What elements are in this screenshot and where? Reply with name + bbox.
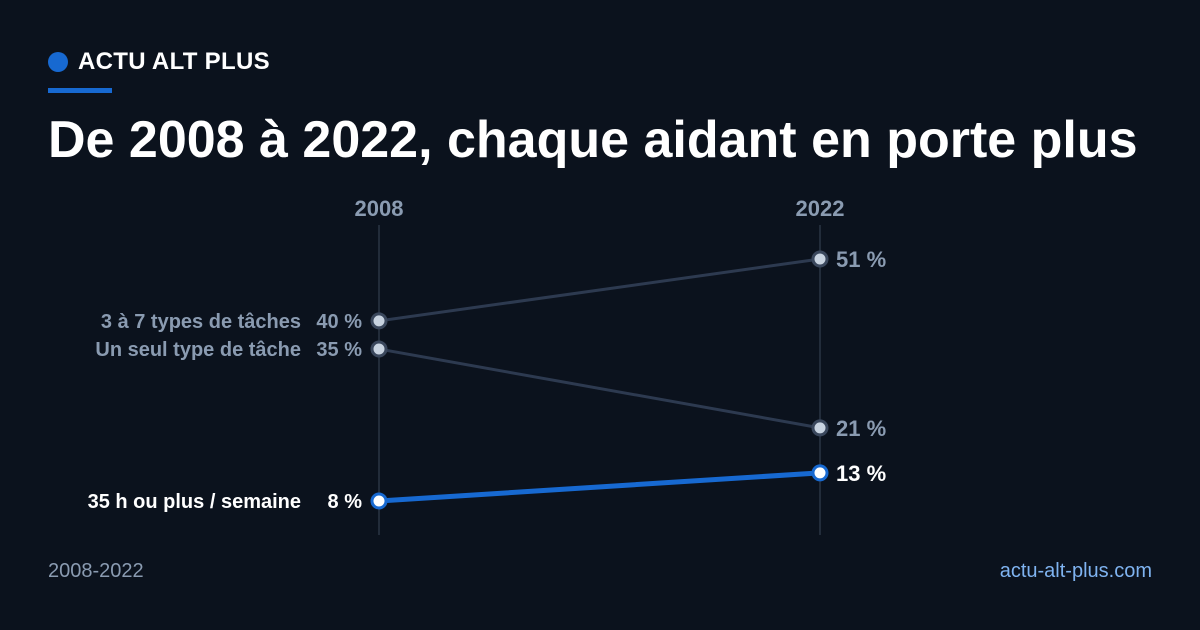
data-point-1-0 — [370, 340, 388, 358]
x-tick-label: 2008 — [355, 196, 404, 221]
series-line-0 — [377, 257, 822, 323]
series-line-2 — [376, 470, 823, 504]
data-label-start: 8 % — [328, 491, 363, 513]
data-label-end: 51 % — [836, 247, 886, 272]
data-point-0-0 — [370, 312, 388, 330]
x-tick-label: 2022 — [796, 196, 845, 221]
headline: De 2008 à 2022, chaque aidant en porte p… — [48, 111, 1138, 169]
series-name-label: Un seul type de tâche — [95, 339, 301, 361]
series-line-1 — [377, 347, 822, 430]
brand: ACTU ALT PLUS — [48, 48, 270, 76]
brand-underline — [48, 88, 112, 93]
data-label-end: 13 % — [836, 461, 886, 486]
data-point-2-0 — [370, 492, 388, 510]
footer-period: 2008-2022 — [48, 560, 144, 582]
data-point-2-1 — [811, 464, 829, 482]
series-name-label: 3 à 7 types de tâches — [101, 311, 301, 333]
data-point-0-1 — [811, 250, 829, 268]
footer-site-link[interactable]: actu-alt-plus.com — [999, 560, 1152, 582]
data-point-1-1 — [811, 419, 829, 437]
data-label-start: 35 % — [316, 339, 362, 361]
brand-name: ACTU ALT PLUS — [78, 48, 270, 75]
data-label-start: 40 % — [316, 311, 362, 333]
brand-dot-icon — [48, 52, 68, 72]
data-label-end: 21 % — [836, 416, 886, 441]
series-name-label: 35 h ou plus / semaine — [88, 491, 301, 513]
